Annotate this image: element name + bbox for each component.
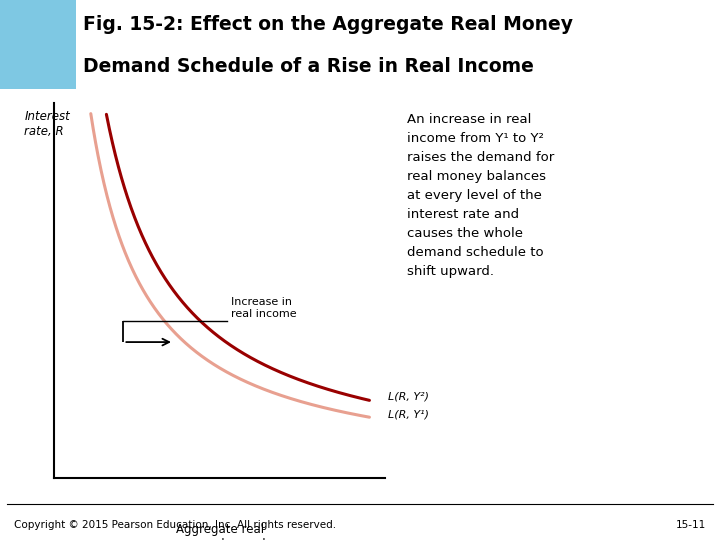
Text: Demand Schedule of a Rise in Real Income: Demand Schedule of a Rise in Real Income: [83, 57, 534, 76]
Text: Increase in
real income: Increase in real income: [230, 297, 296, 319]
Text: Fig. 15-2: Effect on the Aggregate Real Money: Fig. 15-2: Effect on the Aggregate Real …: [83, 16, 573, 35]
Text: Copyright © 2015 Pearson Education, Inc. All rights reserved.: Copyright © 2015 Pearson Education, Inc.…: [14, 519, 336, 530]
FancyBboxPatch shape: [0, 0, 76, 89]
Text: Interest
rate, R: Interest rate, R: [24, 110, 70, 138]
Text: Aggregate real
money demand: Aggregate real money demand: [174, 523, 266, 540]
Text: L(R, Y²): L(R, Y²): [388, 392, 429, 402]
Text: L(R, Y¹): L(R, Y¹): [388, 409, 429, 419]
Text: An increase in real
income from Y¹ to Y²
raises the demand for
real money balanc: An increase in real income from Y¹ to Y²…: [407, 113, 554, 278]
Text: 15-11: 15-11: [675, 519, 706, 530]
